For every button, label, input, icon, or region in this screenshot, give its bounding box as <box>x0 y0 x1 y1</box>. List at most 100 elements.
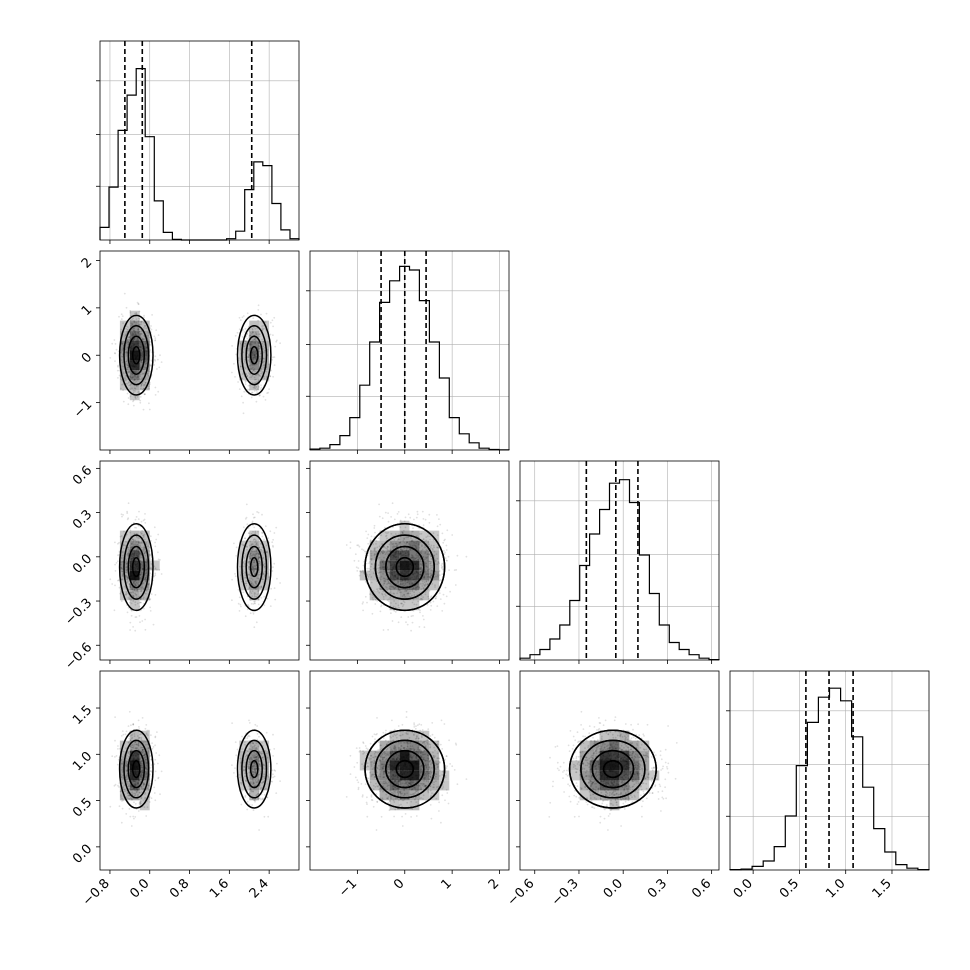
scatter-point <box>138 318 141 320</box>
scatter-point <box>442 541 445 544</box>
scatter-point <box>254 378 256 381</box>
scatter-point <box>137 329 140 331</box>
scatter-point <box>140 361 142 364</box>
scatter-point <box>131 322 134 325</box>
scatter-point <box>120 387 122 390</box>
scatter-point <box>155 752 158 754</box>
scatter-point <box>391 620 394 622</box>
scatter-point <box>387 600 390 603</box>
scatter-point <box>254 338 256 341</box>
scatter-point <box>121 371 124 373</box>
scatter-point <box>387 520 390 523</box>
scatter-point <box>153 358 156 361</box>
scatter-point <box>253 338 256 340</box>
scatter-point <box>132 317 134 320</box>
scatter-point <box>447 555 450 558</box>
scatter-point <box>268 388 270 390</box>
scatter-point <box>129 629 132 631</box>
scatter-point <box>244 367 247 370</box>
scatter-point <box>245 503 248 506</box>
scatter-point <box>373 524 376 527</box>
scatter-point <box>391 502 394 505</box>
scatter-point <box>257 309 260 311</box>
density-cell <box>399 540 410 551</box>
scatter-point <box>239 319 242 321</box>
scatter-point <box>276 339 278 342</box>
scatter-point <box>247 349 249 352</box>
scatter-point <box>434 597 437 600</box>
scatter-point <box>258 362 261 364</box>
scatter-point <box>140 385 143 388</box>
scatter-point <box>139 401 142 404</box>
scatter-point <box>252 338 255 341</box>
scatter-point <box>138 726 140 728</box>
scatter-point <box>234 334 237 337</box>
scatter-point <box>362 609 364 612</box>
scatter-point <box>256 388 259 390</box>
scatter-point <box>159 354 161 357</box>
scatter-point <box>257 373 260 376</box>
scatter-point <box>276 762 278 765</box>
scatter-point <box>407 616 410 618</box>
scatter-point <box>154 545 157 548</box>
scatter-point <box>134 396 137 398</box>
scatter-point <box>121 315 124 317</box>
scatter-point <box>150 734 152 736</box>
scatter-point <box>263 327 265 330</box>
scatter-point <box>144 381 147 384</box>
scatter-point <box>120 600 123 603</box>
scatter-point <box>432 600 435 603</box>
scatter-point <box>152 623 155 626</box>
scatter-point <box>273 316 276 319</box>
scatter-point <box>257 304 260 307</box>
scatter-point <box>364 595 367 598</box>
scatter-point <box>244 615 247 618</box>
scatter-point <box>157 533 160 536</box>
scatter-point <box>143 383 145 386</box>
scatter-point <box>269 530 272 533</box>
scatter-point <box>114 756 116 758</box>
scatter-point <box>117 748 119 750</box>
scatter-point <box>267 391 270 394</box>
scatter-point <box>261 342 264 345</box>
scatter-point <box>368 562 370 565</box>
density-cell <box>129 350 140 361</box>
scatter-point <box>246 312 249 315</box>
scatter-point <box>133 320 135 322</box>
scatter-point <box>117 745 119 747</box>
scatter-point <box>141 388 144 391</box>
density-cell <box>129 370 140 381</box>
scatter-point <box>140 384 143 387</box>
scatter-point <box>142 338 145 340</box>
scatter-point <box>251 331 254 334</box>
scatter-point <box>239 342 242 345</box>
scatter-point <box>237 602 240 605</box>
scatter-point <box>239 365 242 368</box>
scatter-point <box>361 548 363 551</box>
scatter-point <box>149 606 152 609</box>
scatter-point <box>249 368 252 370</box>
scatter-point <box>261 513 263 516</box>
scatter-point <box>126 611 129 614</box>
density-cell <box>249 380 260 391</box>
scatter-point <box>273 775 276 778</box>
scatter-point <box>438 592 441 594</box>
scatter-point <box>153 526 156 529</box>
scatter-point <box>355 566 358 569</box>
scatter-point <box>144 325 146 327</box>
scatter-point <box>127 366 130 369</box>
scatter-point <box>269 321 272 324</box>
scatter-point <box>138 615 141 617</box>
scatter-point <box>122 733 125 736</box>
scatter-point <box>400 616 403 618</box>
scatter-point <box>157 358 159 361</box>
scatter-point <box>144 366 147 369</box>
scatter-point <box>240 803 243 806</box>
scatter-point <box>115 562 118 564</box>
scatter-point <box>140 323 143 326</box>
scatter-point <box>279 780 281 782</box>
density-cell <box>259 350 270 361</box>
scatter-point <box>122 400 125 403</box>
scatter-point <box>356 570 359 572</box>
scatter-point <box>246 375 249 378</box>
